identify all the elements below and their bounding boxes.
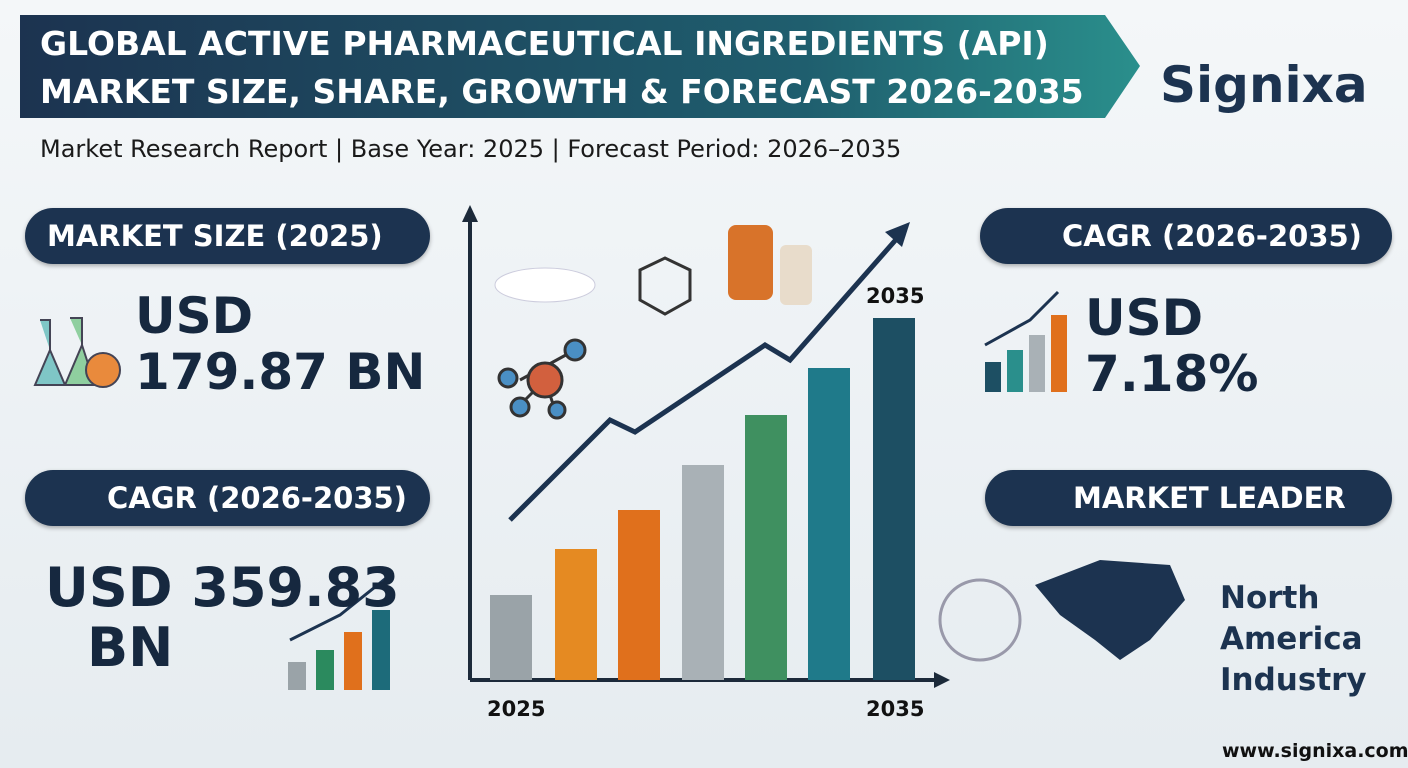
molecule-icon — [497, 256, 692, 420]
title-line: MARKET SIZE, SHARE, GROWTH & FORECAST 20… — [40, 72, 1084, 111]
brand: Signixa — [1160, 56, 1368, 114]
trend-arrow-head — [885, 222, 910, 247]
illustration-bars — [490, 318, 915, 680]
trend-arrow — [508, 233, 902, 522]
chart-label: 2025 — [487, 697, 546, 721]
value-line: USD — [135, 287, 254, 345]
axis-arrow — [934, 672, 950, 688]
title-line: GLOBAL ACTIVE PHARMACEUTICAL INGREDIENTS… — [40, 24, 1049, 63]
value-line: Industry — [1220, 662, 1367, 698]
pill-label: MARKET LEADER — [1073, 481, 1346, 515]
powder-icon — [494, 267, 596, 303]
label-pill: MARKET SIZE (2025) — [25, 208, 430, 264]
value-line: North — [1220, 580, 1320, 616]
website: www.signixa.com — [1222, 740, 1408, 762]
value-line: America — [1220, 621, 1363, 657]
pill-label: CAGR (2026-2035) — [107, 481, 407, 515]
leader-value: North America Industry — [1220, 578, 1367, 701]
title: GLOBAL ACTIVE PHARMACEUTICAL INGREDIENTS… — [40, 20, 1084, 116]
pill-label: CAGR (2026-2035) — [1062, 219, 1362, 253]
value: USD 7.18% — [1085, 290, 1258, 402]
label-pill: CAGR (2026-2035) — [980, 208, 1392, 264]
label-pill: CAGR (2026-2035) — [25, 470, 430, 526]
value-line: USD — [1085, 289, 1204, 347]
globe-icon — [938, 578, 1022, 662]
flask-icons — [33, 317, 121, 388]
value: USD 179.87 BN — [135, 288, 425, 400]
mini-chart — [288, 290, 1067, 690]
axis-arrow — [462, 205, 478, 222]
title-banner — [20, 15, 1140, 118]
map-icon — [1035, 560, 1185, 660]
value-line: BN — [87, 616, 174, 679]
label-pill: MARKET LEADER — [985, 470, 1392, 526]
value-line: 179.87 BN — [135, 343, 426, 401]
value-line: 7.18% — [1085, 345, 1259, 403]
bottle-icon — [780, 245, 812, 305]
chart-label: 2035 — [866, 697, 925, 721]
pill-label: MARKET SIZE (2025) — [47, 219, 383, 253]
value-line: USD 359.83 — [45, 556, 400, 619]
subtitle: Market Research Report | Base Year: 2025… — [40, 135, 902, 163]
bottle-icon — [728, 225, 773, 300]
chart-label: 2035 — [866, 284, 925, 308]
value: USD 359.83 BN — [45, 558, 400, 678]
